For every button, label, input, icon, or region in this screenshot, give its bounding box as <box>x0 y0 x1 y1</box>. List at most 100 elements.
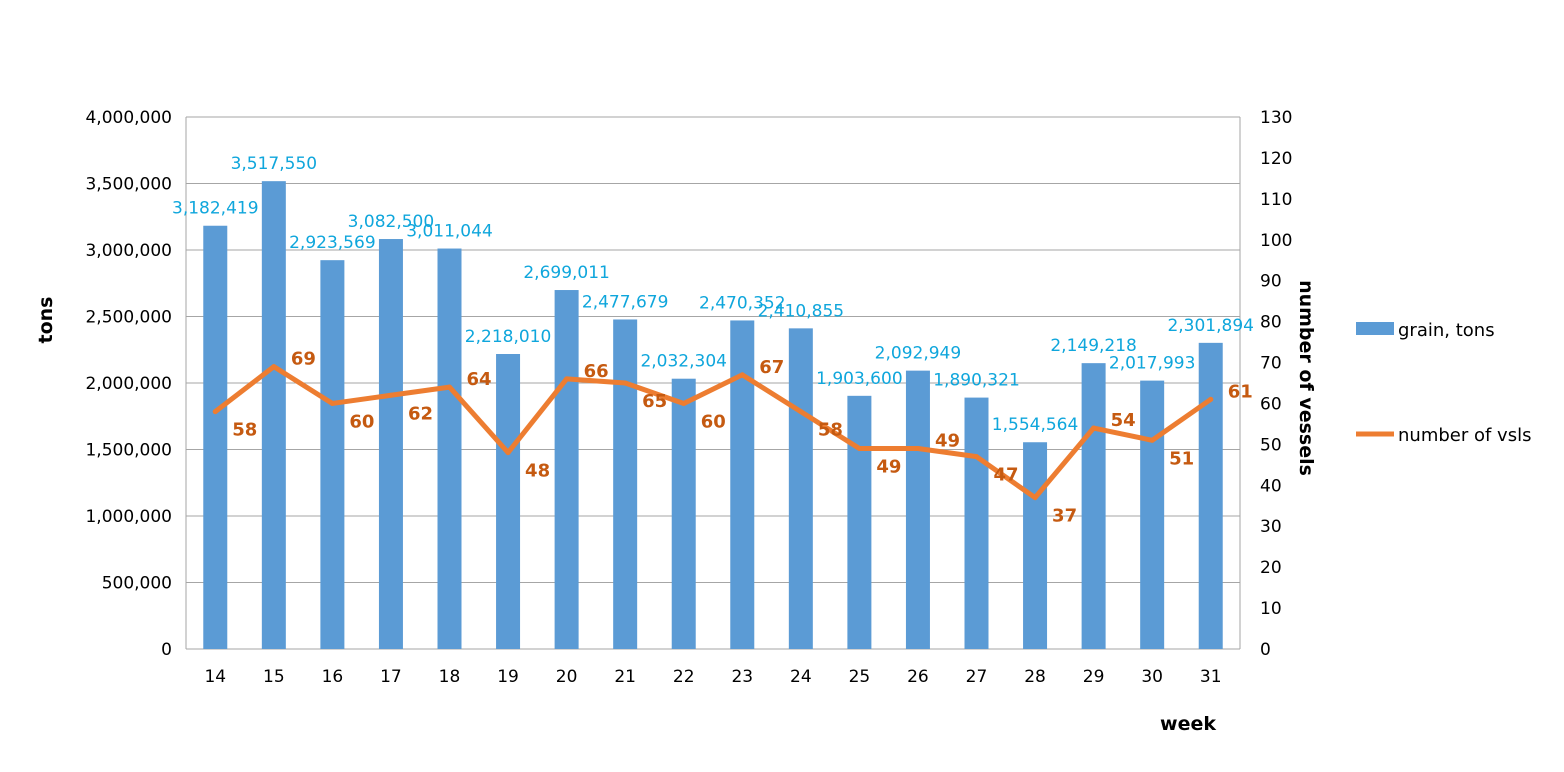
y-right-tick-label: 90 <box>1260 272 1282 292</box>
line-data-label: 62 <box>408 403 433 424</box>
x-tick-label: 24 <box>790 667 812 687</box>
line-data-label: 54 <box>1111 410 1136 431</box>
x-tick-label: 20 <box>556 667 578 687</box>
line-data-label: 66 <box>584 361 609 382</box>
line-data-label: 47 <box>994 465 1019 486</box>
x-tick-label: 18 <box>439 667 461 687</box>
line-data-label: 58 <box>818 420 843 441</box>
line-point <box>739 372 745 378</box>
line-point <box>1091 425 1097 431</box>
line-data-label: 49 <box>935 430 960 451</box>
y-left-tick-label: 3,500,000 <box>85 175 172 195</box>
bar-grain-week-15 <box>261 181 286 650</box>
line-point <box>622 380 628 386</box>
bar-data-label: 2,410,855 <box>758 301 845 321</box>
bar-grain-week-23 <box>730 320 755 649</box>
line-point <box>974 454 979 460</box>
y-right-tick-label: 60 <box>1260 394 1282 414</box>
x-axis-title: week <box>1160 713 1216 735</box>
line-point <box>681 400 687 406</box>
bar-data-label: 3,011,044 <box>406 222 493 242</box>
y-left-axis-title: tons <box>35 297 57 344</box>
bar-grain-week-17 <box>378 239 403 649</box>
line-data-label: 60 <box>349 411 374 432</box>
line-data-label: 67 <box>759 357 784 378</box>
bar-data-label: 1,903,600 <box>816 369 903 389</box>
x-tick-label: 17 <box>380 667 402 687</box>
x-tick-label: 22 <box>673 667 695 687</box>
bar-grain-week-26 <box>905 370 930 649</box>
x-tick-label: 26 <box>907 667 929 687</box>
bar-grain-week-28 <box>1023 442 1048 649</box>
y-right-tick-label: 30 <box>1260 517 1282 537</box>
y-right-tick-label: 40 <box>1260 476 1282 496</box>
line-point <box>329 400 335 406</box>
line-point <box>505 450 511 456</box>
bar-data-label: 2,301,894 <box>1167 316 1254 336</box>
bar-data-label: 3,182,419 <box>172 199 259 219</box>
y-left-tick-label: 0 <box>161 640 172 660</box>
y-right-tick-label: 20 <box>1260 558 1282 578</box>
bar-data-label: 1,554,564 <box>992 415 1079 435</box>
y-left-tick-label: 1,000,000 <box>85 507 172 527</box>
y-right-tick-label: 70 <box>1260 354 1282 374</box>
y-left-tick-label: 500,000 <box>102 574 172 594</box>
x-tick-label: 25 <box>849 667 871 687</box>
y-left-tick-label: 2,000,000 <box>85 374 172 394</box>
y-right-tick-label: 10 <box>1260 599 1282 619</box>
y-left-tick-label: 4,000,000 <box>85 108 172 128</box>
line-data-label: 65 <box>642 391 667 412</box>
bar-grain-week-21 <box>613 319 638 649</box>
bar-data-label: 2,699,011 <box>523 263 610 283</box>
bar-data-label: 2,032,304 <box>640 352 727 372</box>
line-point <box>212 409 218 415</box>
bar-data-label: 2,923,569 <box>289 233 376 253</box>
bar-grain-week-18 <box>437 248 462 650</box>
y-left-tick-label: 1,500,000 <box>85 441 172 461</box>
line-data-label: 60 <box>701 411 726 432</box>
legend-label-grain: grain, tons <box>1398 320 1495 341</box>
bar-data-label: 2,218,010 <box>465 327 552 347</box>
bar-grain-week-20 <box>554 290 579 649</box>
bar-grain-week-27 <box>964 397 989 649</box>
x-tick-label: 15 <box>263 667 285 687</box>
line-point <box>915 445 921 451</box>
bar-data-label: 2,470,352 <box>699 293 786 313</box>
bar-grain-week-22 <box>671 378 696 649</box>
bar-grain-week-29 <box>1081 363 1106 649</box>
line-point <box>856 445 862 451</box>
x-tick-label: 23 <box>731 667 753 687</box>
line-point <box>1208 396 1214 402</box>
legend-label-vsls: number of vsls <box>1398 425 1531 446</box>
x-tick-label: 29 <box>1083 667 1105 687</box>
x-tick-label: 31 <box>1200 667 1222 687</box>
legend-swatch-grain <box>1356 322 1394 335</box>
bar-data-label: 2,477,679 <box>582 292 669 312</box>
line-point <box>388 392 394 398</box>
line-point <box>564 376 570 382</box>
y-right-tick-label: 100 <box>1260 231 1292 251</box>
y-right-tick-label: 120 <box>1260 149 1292 169</box>
line-data-label: 51 <box>1169 448 1194 469</box>
bar-grain-week-25 <box>847 395 872 649</box>
y-right-tick-label: 0 <box>1260 640 1271 660</box>
y-left-tick-label: 3,000,000 <box>85 241 172 261</box>
line-data-label: 48 <box>525 461 550 482</box>
bar-data-label: 2,092,949 <box>875 344 962 364</box>
bar-data-label: 3,517,550 <box>231 154 318 174</box>
bar-grain-week-31 <box>1198 342 1223 649</box>
y-right-tick-label: 50 <box>1260 435 1282 455</box>
line-data-label: 64 <box>467 369 492 390</box>
bar-grain-week-30 <box>1140 380 1165 649</box>
bar-grain-week-24 <box>788 328 813 649</box>
y-left-tick-label: 2,500,000 <box>85 308 172 328</box>
bar-data-label: 3,082,500 <box>348 212 435 232</box>
x-tick-label: 21 <box>614 667 636 687</box>
line-point <box>271 364 277 370</box>
x-tick-label: 30 <box>1141 667 1163 687</box>
x-tick-label: 16 <box>322 667 344 687</box>
bar-data-label: 2,017,993 <box>1109 354 1196 374</box>
bar-data-label: 2,149,218 <box>1050 336 1137 356</box>
